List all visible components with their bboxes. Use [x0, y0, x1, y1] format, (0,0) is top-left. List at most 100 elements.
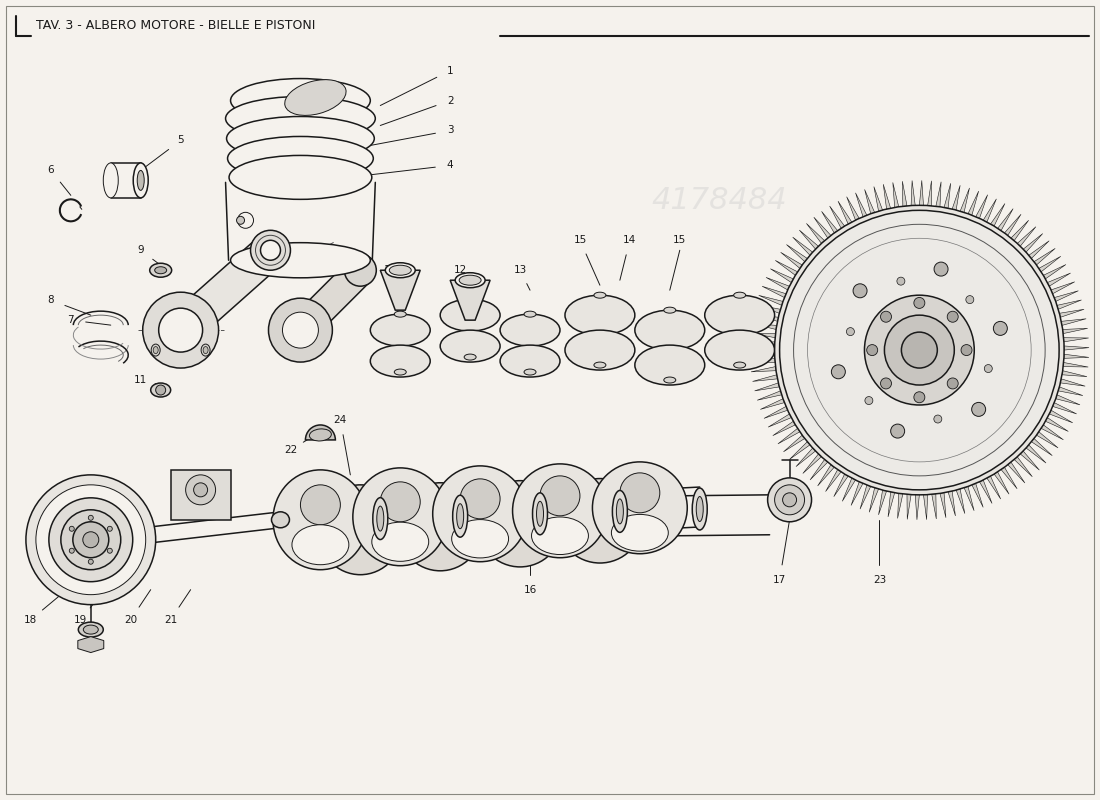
Ellipse shape: [455, 273, 485, 288]
Polygon shape: [869, 488, 879, 512]
Polygon shape: [860, 485, 871, 509]
Polygon shape: [1045, 418, 1068, 431]
Ellipse shape: [272, 512, 289, 528]
Polygon shape: [983, 199, 997, 222]
Circle shape: [69, 526, 75, 531]
Polygon shape: [752, 374, 778, 382]
Polygon shape: [834, 474, 848, 497]
Circle shape: [780, 210, 1059, 490]
Polygon shape: [1041, 425, 1064, 440]
Circle shape: [774, 485, 804, 515]
Ellipse shape: [612, 514, 669, 551]
Ellipse shape: [477, 481, 563, 567]
Text: 16: 16: [524, 585, 537, 594]
Polygon shape: [803, 454, 822, 474]
Circle shape: [238, 212, 253, 228]
Polygon shape: [783, 435, 805, 452]
Ellipse shape: [613, 490, 627, 532]
Text: TAV. 3 - ALBERO MOTORE - BIELLE E PISTONI: TAV. 3 - ALBERO MOTORE - BIELLE E PISTON…: [36, 19, 316, 32]
Polygon shape: [920, 180, 924, 206]
Ellipse shape: [309, 429, 331, 441]
Polygon shape: [953, 186, 960, 210]
Polygon shape: [1057, 300, 1081, 310]
Bar: [170, 470, 231, 520]
Text: 6: 6: [47, 166, 54, 175]
Circle shape: [914, 392, 925, 402]
Ellipse shape: [432, 466, 528, 562]
Text: 19: 19: [74, 614, 87, 625]
Polygon shape: [898, 494, 903, 518]
Ellipse shape: [229, 155, 372, 199]
Polygon shape: [1018, 226, 1036, 246]
Text: 2: 2: [447, 95, 453, 106]
Polygon shape: [826, 470, 842, 491]
Polygon shape: [450, 280, 491, 320]
Ellipse shape: [524, 369, 536, 375]
Polygon shape: [838, 201, 851, 224]
Text: 7: 7: [67, 315, 74, 325]
Circle shape: [48, 498, 133, 582]
Ellipse shape: [635, 345, 705, 385]
Polygon shape: [856, 193, 867, 217]
Polygon shape: [865, 190, 874, 214]
Polygon shape: [990, 203, 1005, 226]
Ellipse shape: [734, 292, 746, 298]
Ellipse shape: [616, 499, 624, 524]
Ellipse shape: [151, 344, 161, 356]
Polygon shape: [800, 230, 818, 250]
Text: 9: 9: [138, 246, 144, 255]
Polygon shape: [776, 260, 798, 275]
Ellipse shape: [353, 468, 448, 566]
Circle shape: [947, 311, 958, 322]
Polygon shape: [847, 197, 859, 220]
Polygon shape: [168, 237, 283, 343]
Ellipse shape: [558, 478, 642, 563]
Ellipse shape: [452, 519, 508, 558]
Text: 22: 22: [284, 445, 297, 455]
Polygon shape: [1032, 438, 1053, 456]
Polygon shape: [979, 480, 992, 503]
Ellipse shape: [228, 137, 373, 180]
Ellipse shape: [500, 345, 560, 377]
Polygon shape: [757, 391, 782, 400]
Ellipse shape: [233, 103, 367, 134]
Circle shape: [971, 402, 986, 416]
Polygon shape: [750, 342, 774, 346]
Polygon shape: [1023, 234, 1043, 252]
Polygon shape: [760, 398, 784, 410]
Circle shape: [984, 365, 992, 373]
Polygon shape: [964, 486, 975, 510]
Ellipse shape: [103, 163, 119, 198]
Ellipse shape: [153, 346, 158, 354]
Circle shape: [283, 312, 318, 348]
Polygon shape: [1043, 265, 1066, 279]
Circle shape: [108, 526, 112, 531]
Text: 24: 24: [333, 415, 346, 425]
Polygon shape: [873, 186, 882, 211]
Polygon shape: [902, 182, 908, 206]
Ellipse shape: [371, 345, 430, 377]
Ellipse shape: [565, 330, 635, 370]
Circle shape: [961, 345, 972, 355]
Ellipse shape: [537, 502, 543, 526]
Circle shape: [832, 365, 845, 378]
Circle shape: [69, 548, 75, 554]
Text: 8: 8: [47, 295, 54, 305]
Ellipse shape: [285, 80, 346, 115]
Ellipse shape: [394, 369, 406, 375]
Polygon shape: [1050, 282, 1075, 294]
Ellipse shape: [372, 522, 429, 562]
Ellipse shape: [133, 163, 148, 198]
Polygon shape: [1058, 387, 1082, 395]
Ellipse shape: [394, 311, 406, 317]
Polygon shape: [796, 448, 815, 466]
Circle shape: [73, 522, 109, 558]
Ellipse shape: [385, 262, 415, 278]
Text: 3: 3: [447, 126, 453, 135]
Circle shape: [891, 424, 904, 438]
Polygon shape: [936, 182, 942, 207]
Ellipse shape: [532, 493, 548, 534]
Polygon shape: [1034, 248, 1055, 265]
Polygon shape: [968, 191, 979, 215]
Polygon shape: [1047, 273, 1070, 286]
